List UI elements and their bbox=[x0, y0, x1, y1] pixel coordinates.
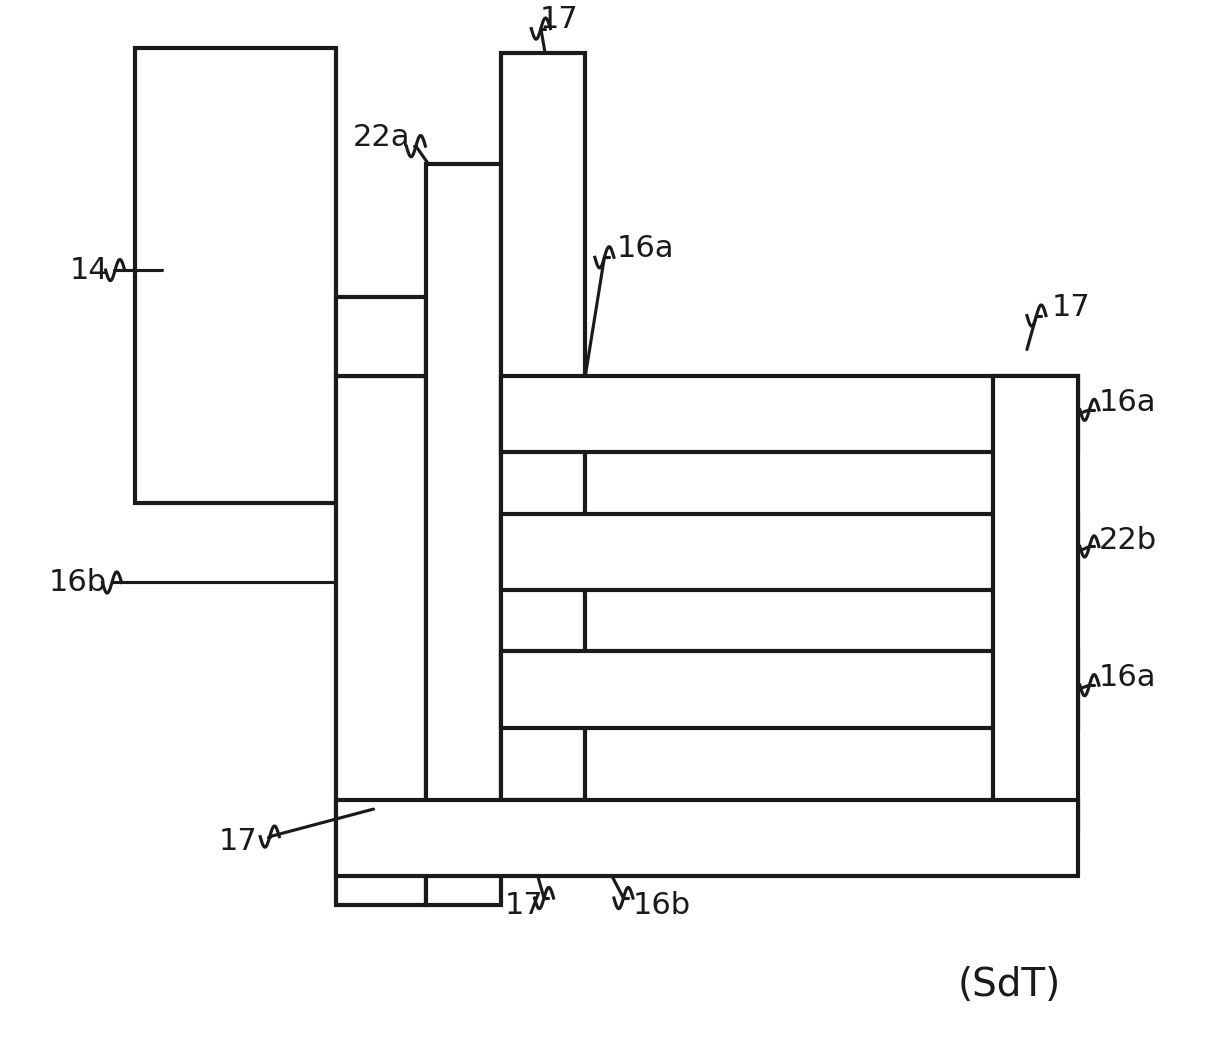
Bar bbox=[336, 297, 427, 376]
Bar bbox=[135, 48, 336, 503]
Text: 17: 17 bbox=[1052, 292, 1090, 322]
Text: 17: 17 bbox=[218, 827, 257, 857]
Text: 16b: 16b bbox=[49, 568, 107, 597]
Text: 16a: 16a bbox=[1099, 388, 1156, 417]
Bar bbox=[501, 376, 1078, 452]
Text: (SdT): (SdT) bbox=[957, 966, 1060, 1004]
Text: 17: 17 bbox=[505, 891, 543, 920]
Bar bbox=[336, 800, 1078, 876]
Text: 22b: 22b bbox=[1099, 525, 1157, 555]
Text: 22a: 22a bbox=[353, 123, 410, 152]
Text: 16b: 16b bbox=[633, 891, 691, 920]
Text: 17: 17 bbox=[540, 4, 579, 34]
Bar bbox=[993, 376, 1078, 831]
Text: 16a: 16a bbox=[617, 234, 674, 264]
Bar bbox=[336, 376, 427, 905]
Text: 16a: 16a bbox=[1099, 663, 1156, 693]
Bar bbox=[427, 164, 501, 905]
Bar bbox=[501, 53, 586, 800]
Bar bbox=[501, 651, 1078, 728]
Bar bbox=[501, 514, 1078, 590]
Text: 14: 14 bbox=[70, 255, 109, 285]
